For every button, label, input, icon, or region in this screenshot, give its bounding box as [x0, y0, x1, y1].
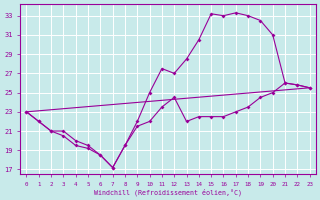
- X-axis label: Windchill (Refroidissement éolien,°C): Windchill (Refroidissement éolien,°C): [94, 188, 242, 196]
